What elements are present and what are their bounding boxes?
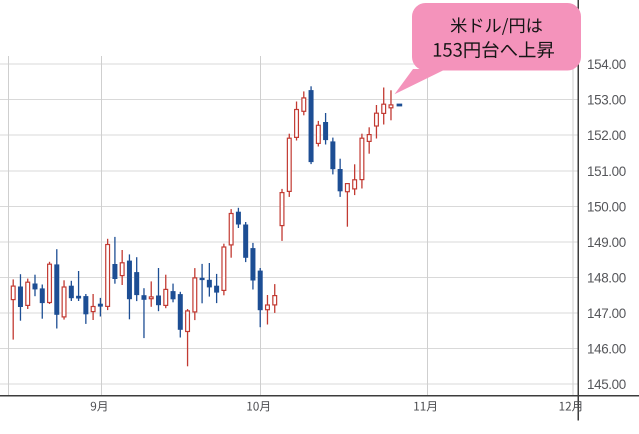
svg-text:151.00: 151.00 (587, 164, 626, 179)
svg-text:146.00: 146.00 (587, 341, 626, 356)
svg-text:147.00: 147.00 (587, 306, 626, 321)
svg-text:149.00: 149.00 (587, 235, 626, 250)
svg-text:153.00: 153.00 (587, 93, 626, 108)
svg-text:145.00: 145.00 (587, 377, 626, 392)
svg-text:152.00: 152.00 (587, 128, 626, 143)
svg-text:150.00: 150.00 (587, 199, 626, 214)
svg-text:154.00: 154.00 (587, 57, 626, 72)
svg-text:148.00: 148.00 (587, 270, 626, 285)
